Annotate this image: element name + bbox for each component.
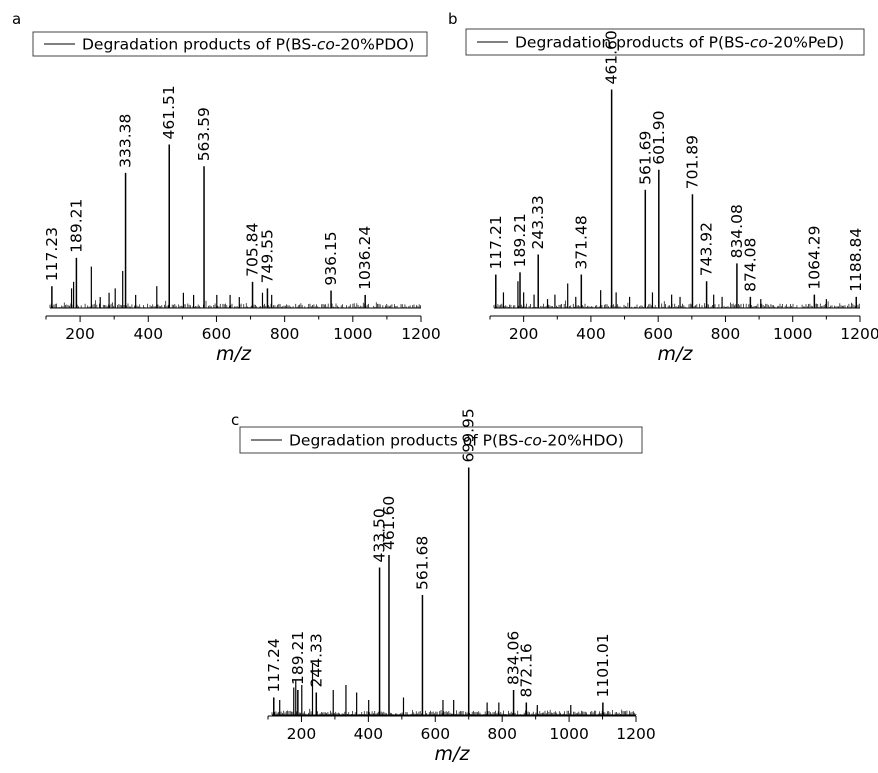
x-tick-label: 1200 <box>401 325 440 343</box>
legend-paren-open: ( <box>285 36 291 54</box>
legend-text-segment: -20%PDO <box>335 36 409 54</box>
x-tick-label: 600 <box>202 325 232 343</box>
legend-text: Degradation products of P(BS-co-20%PeD) <box>515 34 844 52</box>
legend-text-segment: -20%HDO <box>542 432 618 450</box>
peak-label: 117.23 <box>43 227 61 281</box>
peak-label: 371.48 <box>572 215 590 269</box>
peak-label: 563.59 <box>195 107 213 161</box>
legend-text: Degradation products of P(BS-co-20%HDO) <box>289 432 624 450</box>
legend-paren-close: ) <box>838 34 844 52</box>
peak-label: 561.69 <box>636 131 654 185</box>
peak-label: 743.92 <box>698 222 716 276</box>
legend-text-segment: co <box>750 34 768 52</box>
peak-label: 834.06 <box>505 631 523 685</box>
x-tick-label: 200 <box>287 725 317 743</box>
peak-label: 561.68 <box>413 536 431 590</box>
x-tick-label: 400 <box>354 725 384 743</box>
legend-box <box>32 31 428 57</box>
x-tick-label: 1200 <box>616 725 655 743</box>
legend-text-prefix: Degradation products of P <box>515 34 718 52</box>
peak-label: 936.15 <box>322 231 340 285</box>
peak-label: 834.08 <box>728 204 746 258</box>
peak-label: 699.95 <box>460 408 478 462</box>
peak-label: 189.21 <box>67 199 85 253</box>
peak-label: 701.89 <box>683 135 701 189</box>
legend-text-segment: BS- <box>291 36 317 54</box>
peak-label: 1036.24 <box>356 226 374 290</box>
peak-label: 117.24 <box>265 638 283 692</box>
x-tick-label: 600 <box>643 325 673 343</box>
peak-label: 244.33 <box>307 633 325 687</box>
spectrum-panel-b: b Degradation products of P(BS-co-20%PeD)… <box>448 10 878 365</box>
panel-letter: c <box>231 411 239 429</box>
peak-label: 243.33 <box>529 195 547 249</box>
peak-label: 333.38 <box>117 114 135 168</box>
peak-label: 433.50 <box>371 508 389 562</box>
legend-text: Degradation products of P(BS-co-20%PDO) <box>82 36 414 54</box>
x-tick-label: 1000 <box>333 325 372 343</box>
peak-label: 1064.29 <box>805 226 823 290</box>
peak-label: 117.21 <box>487 215 505 269</box>
baseline-noise <box>493 300 860 308</box>
x-axis-label: m/z <box>658 343 694 365</box>
x-tick-label: 400 <box>133 325 163 343</box>
peak-label: 189.21 <box>511 213 529 267</box>
x-tick-label: 1000 <box>549 725 588 743</box>
legend-text-segment: co <box>317 36 335 54</box>
x-tick-label: 800 <box>711 325 741 343</box>
baseline-noise <box>49 300 421 308</box>
x-tick-label: 1200 <box>840 325 878 343</box>
x-tick-label: 200 <box>65 325 95 343</box>
peak-label: 461.60 <box>380 496 398 550</box>
spectrum-panel-a: a Degradation products of P(BS-co-20%PDO)… <box>12 10 441 365</box>
legend-text-segment: co <box>524 432 542 450</box>
peak-label: 189.21 <box>289 631 307 685</box>
peak-label: 601.90 <box>650 110 668 164</box>
x-tick-label: 800 <box>487 725 517 743</box>
legend-text-segment: BS- <box>498 432 524 450</box>
x-tick-label: 200 <box>509 325 539 343</box>
legend-text-prefix: Degradation products of P <box>289 432 492 450</box>
spectrum-panel-c: c Degradation products of P(BS-co-20%HDO)… <box>231 408 656 765</box>
legend-paren-open: ( <box>718 34 724 52</box>
x-tick-label: 600 <box>420 725 450 743</box>
x-axis-label: m/z <box>216 343 252 365</box>
peak-label: 872.16 <box>517 643 535 697</box>
x-tick-label: 400 <box>576 325 606 343</box>
peak-label: 705.84 <box>244 223 262 277</box>
legend-text-segment: BS- <box>724 34 750 52</box>
panel-letter: b <box>448 10 458 28</box>
legend-text-segment: -20%PeD <box>768 34 838 52</box>
legend-box <box>239 426 643 454</box>
peak-label: 749.55 <box>258 229 276 283</box>
x-axis-label: m/z <box>435 743 471 765</box>
panel-letter: a <box>12 10 21 28</box>
peak-label: 461.60 <box>603 30 621 84</box>
x-tick-label: 800 <box>270 325 300 343</box>
legend-paren-close: ) <box>408 36 414 54</box>
legend-paren-open: ( <box>492 432 498 450</box>
peak-label: 461.51 <box>160 85 178 139</box>
legend-paren-close: ) <box>618 432 624 450</box>
peak-label: 1188.84 <box>847 228 865 292</box>
peak-label: 874.08 <box>741 238 759 292</box>
legend-text-prefix: Degradation products of P <box>82 36 285 54</box>
x-tick-label: 1000 <box>773 325 812 343</box>
peak-label: 1101.01 <box>594 633 612 697</box>
legend-box <box>465 28 865 56</box>
